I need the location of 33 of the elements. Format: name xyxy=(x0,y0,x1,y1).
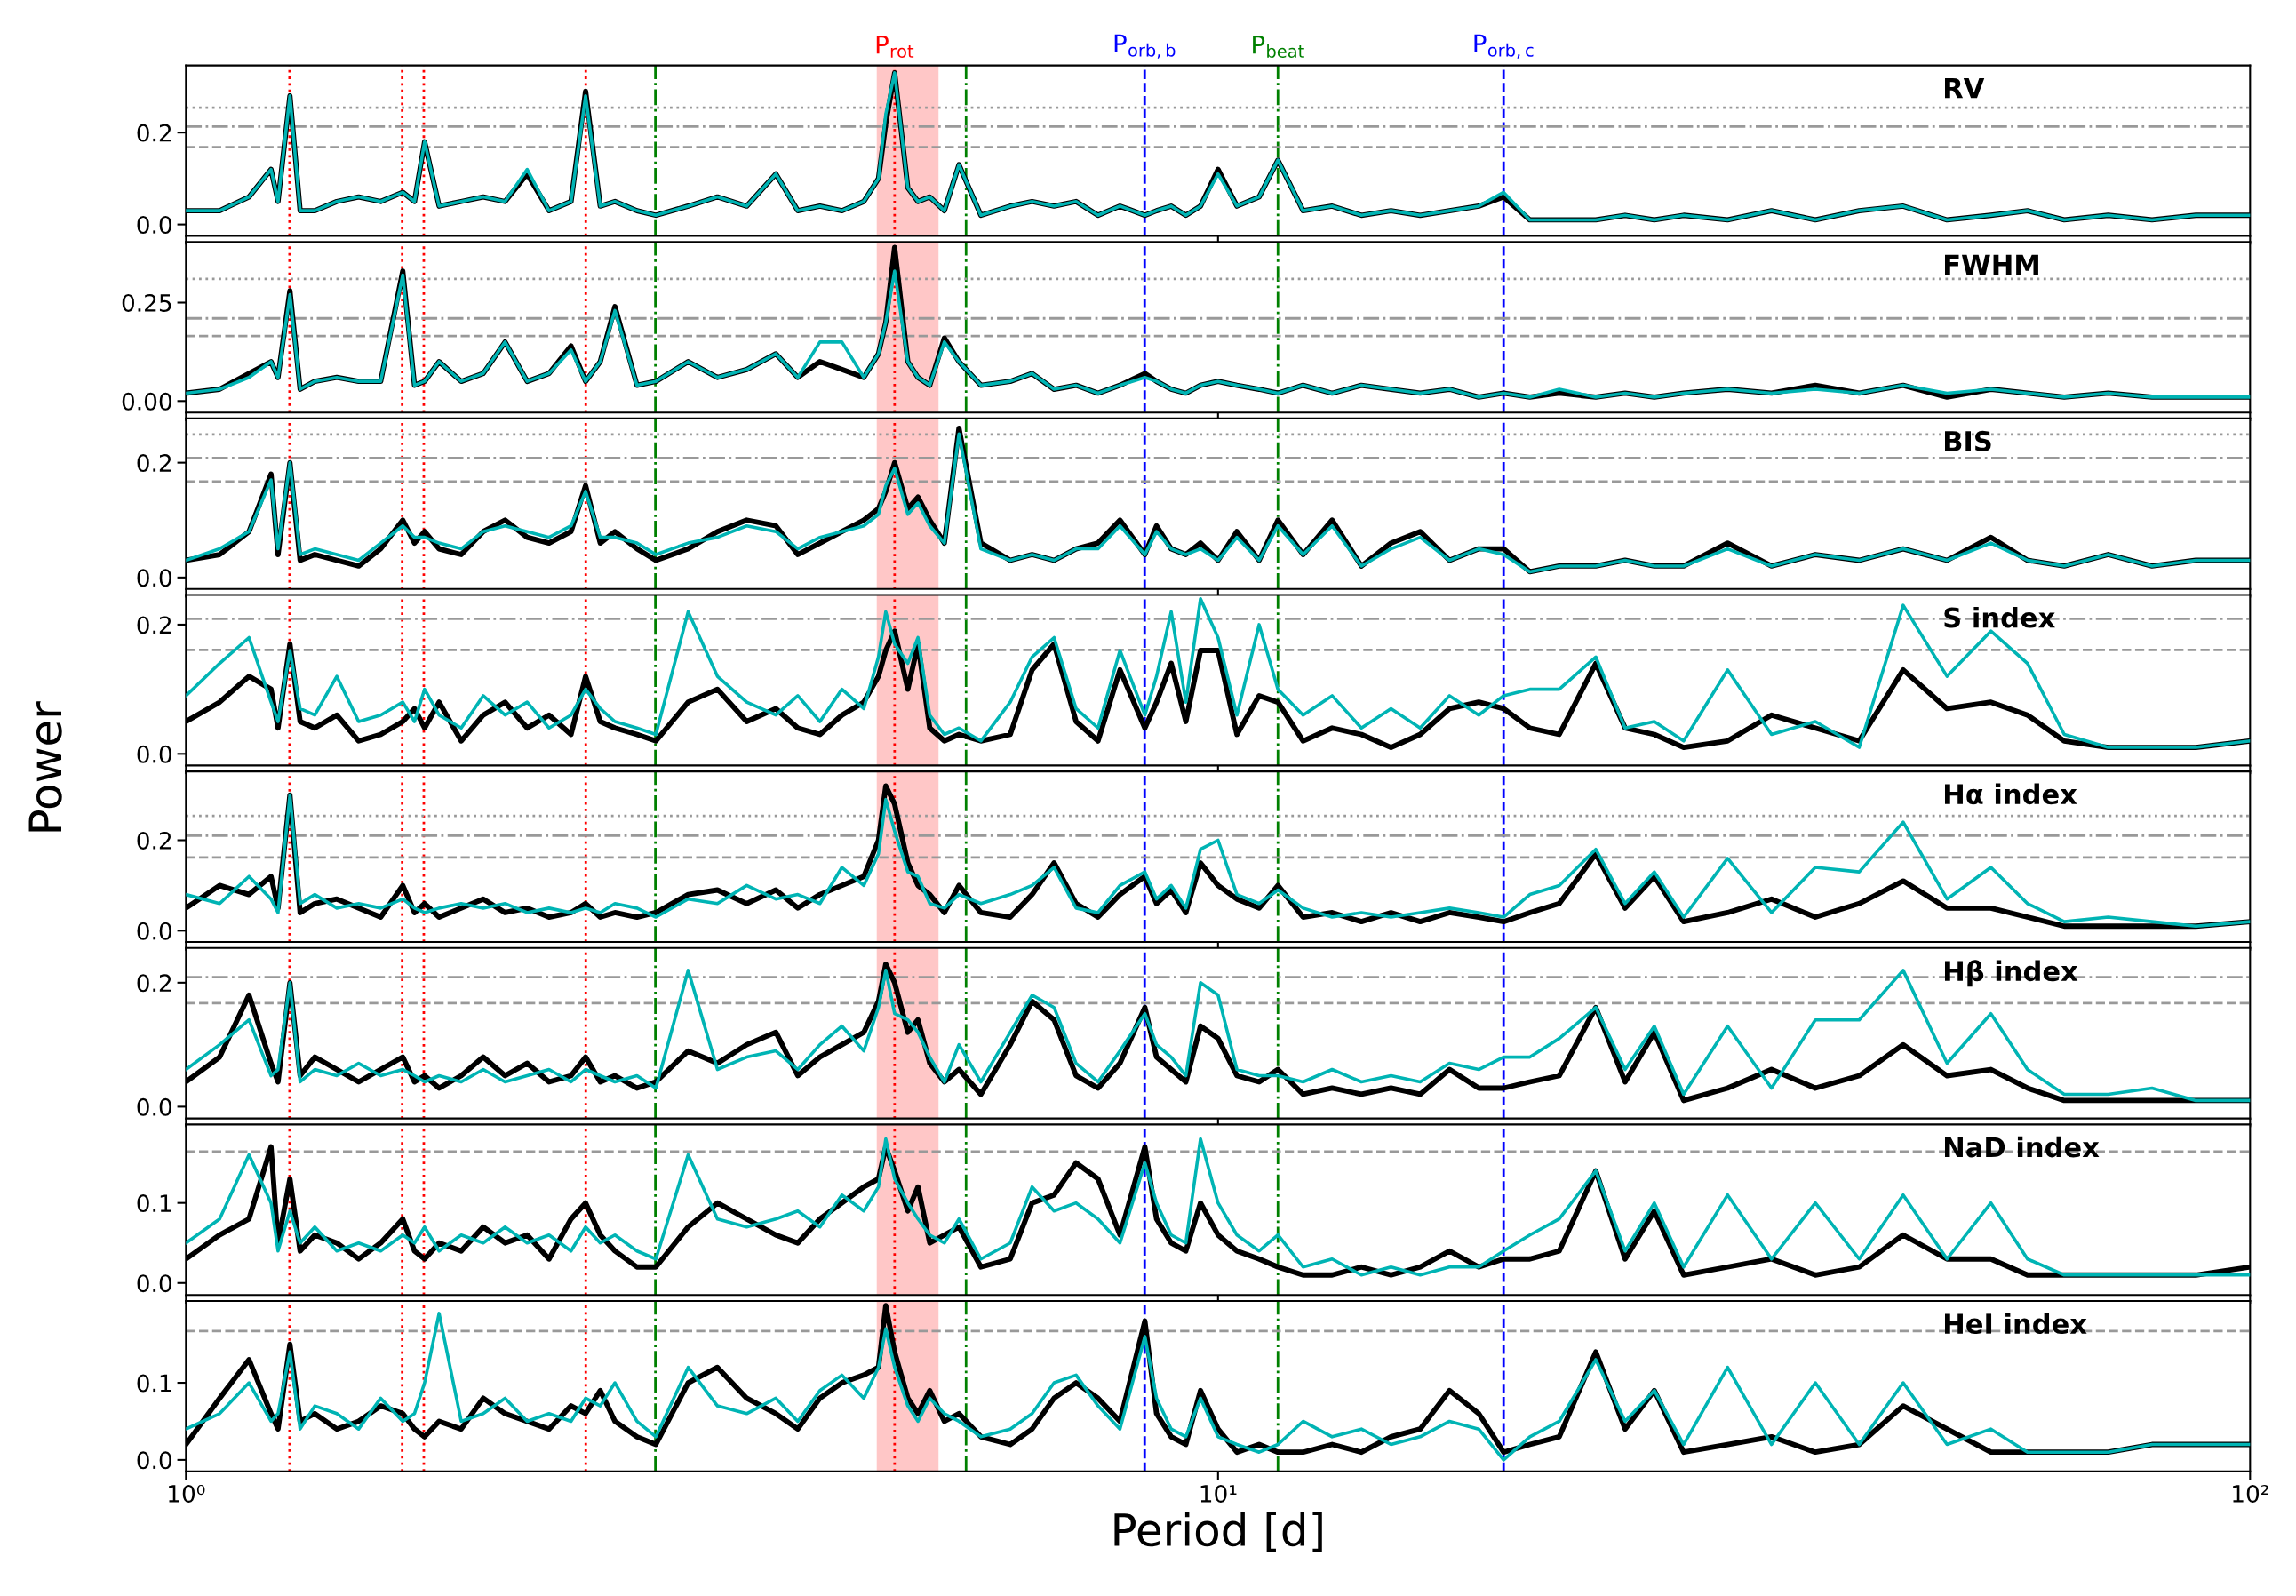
chart-title: BIS xyxy=(1945,430,1991,451)
y-tick-label: 0.0 xyxy=(137,1274,171,1293)
y-tick-label: 0.0 xyxy=(137,1097,171,1116)
y-tick-label: 0.1 xyxy=(137,1374,171,1393)
chart-title: Hβ index xyxy=(1945,960,2078,987)
chart-title: FWHM xyxy=(1945,254,2038,275)
y-tick-label: 0.2 xyxy=(137,974,171,993)
y-tick-label: 0.2 xyxy=(137,454,171,473)
ref-line-label: P$_{orb,b}$ xyxy=(1114,34,1176,59)
y-tick-label: 0.0 xyxy=(137,569,171,587)
y-tick-label: 0.0 xyxy=(137,922,171,940)
chart-title: NaD index xyxy=(1945,1136,2100,1158)
y-tick-label: 0.0 xyxy=(137,216,171,235)
x-tick-label: 10⁰ xyxy=(169,1484,205,1503)
ref-line-label: P$_{beat}$ xyxy=(1253,35,1304,58)
x-tick-label: 10² xyxy=(2233,1484,2268,1503)
chart-title: S index xyxy=(1944,606,2055,628)
y-tick-label: 0.1 xyxy=(137,1194,171,1213)
y-tick-label: 0.2 xyxy=(137,831,171,850)
y-tick-label: 0.00 xyxy=(122,392,171,411)
chart-title: RV xyxy=(1945,78,1985,99)
ref-line-label: P$_{rot}$ xyxy=(876,35,914,58)
y-tick-label: 0.25 xyxy=(122,293,171,312)
y-tick-label: 0.0 xyxy=(137,1451,171,1470)
y-tick-label: 0.0 xyxy=(137,745,171,763)
ref-line-label: P$_{orb,c}$ xyxy=(1474,34,1534,59)
chart-title: HeI index xyxy=(1945,1313,2087,1335)
y-axis-title: Power xyxy=(28,701,62,832)
x-axis-title: Period [d] xyxy=(1114,1512,1322,1552)
x-tick-label: 10¹ xyxy=(1200,1484,1237,1503)
y-tick-label: 0.2 xyxy=(137,616,171,634)
chart-title: Hα index xyxy=(1945,783,2077,805)
y-tick-label: 0.2 xyxy=(137,124,171,142)
